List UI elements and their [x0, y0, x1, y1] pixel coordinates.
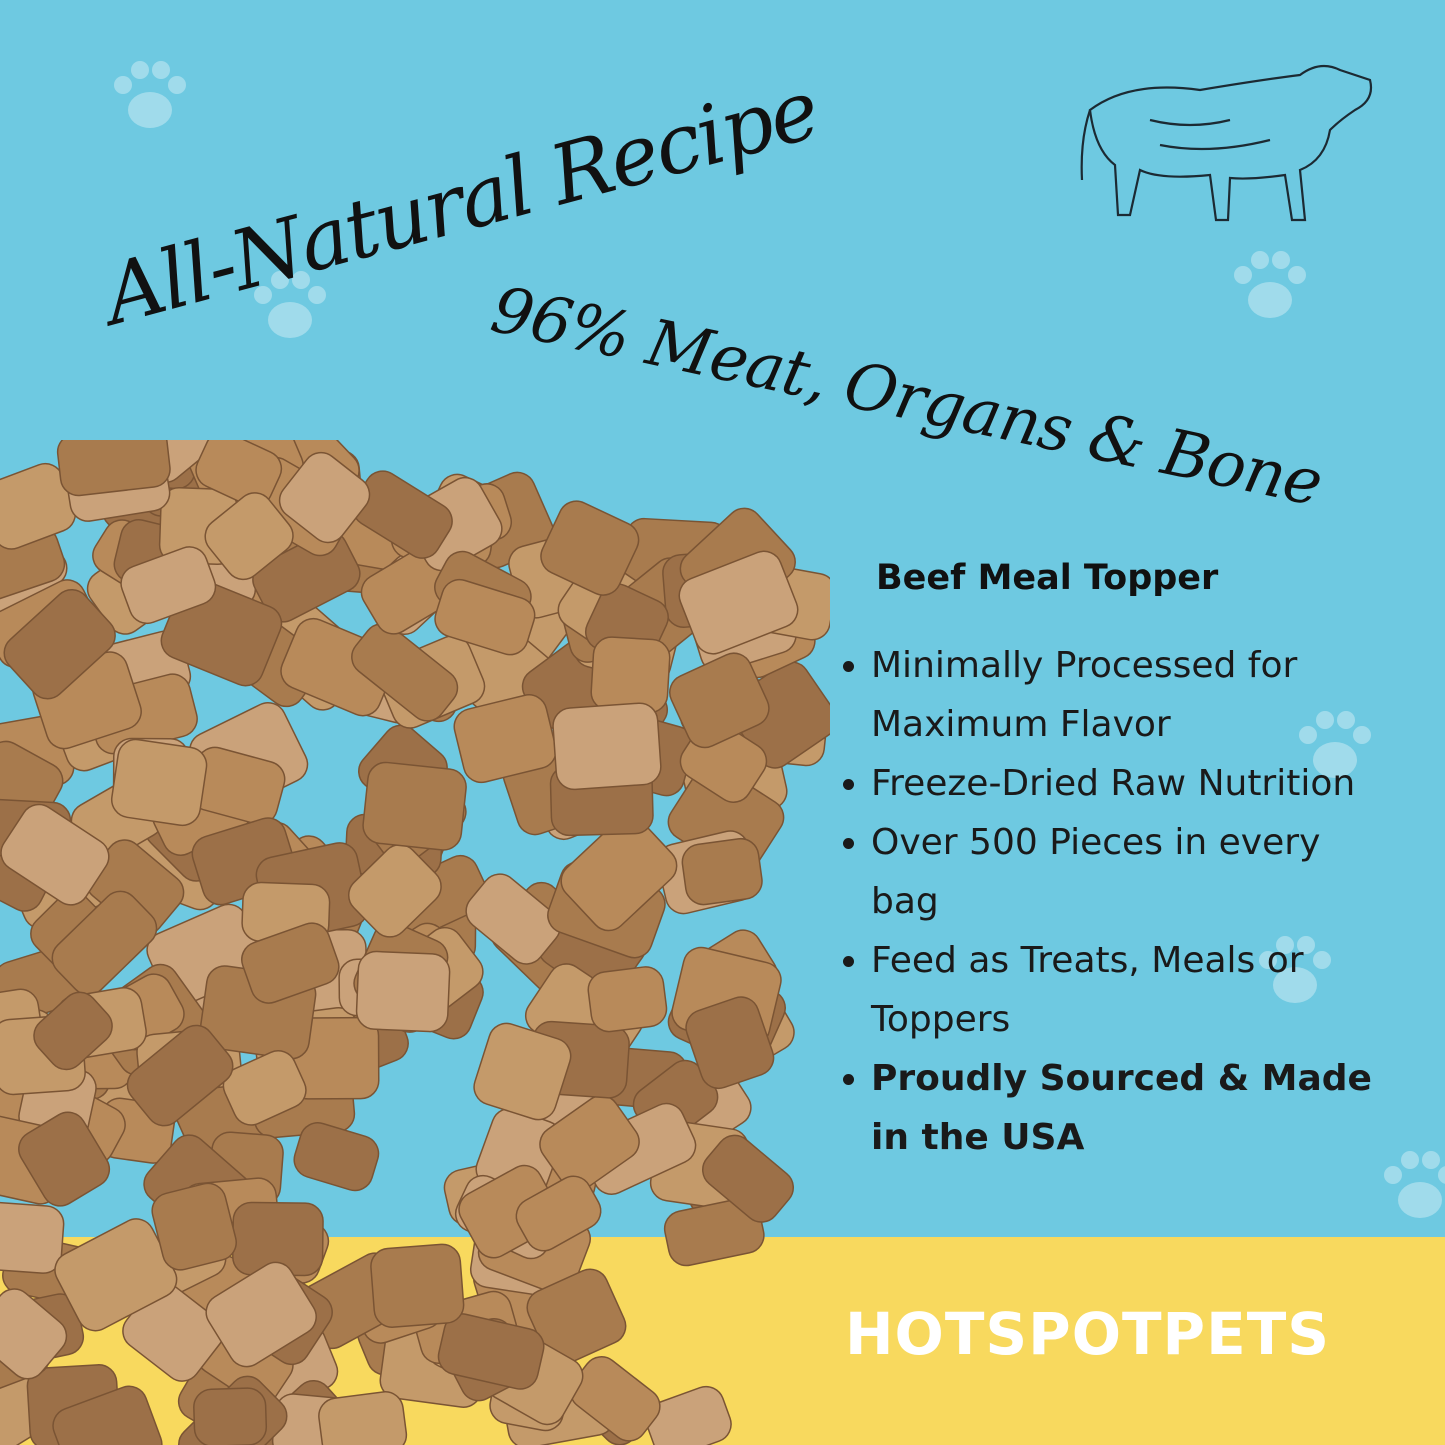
kibble-piece — [193, 1387, 268, 1445]
kibble-piece — [293, 1122, 380, 1192]
headline: All-Natural Recipe — [94, 62, 828, 344]
kibble-piece — [241, 922, 340, 1004]
kibble-piece — [355, 950, 451, 1033]
brand-logo: HOTSPOTPETS — [845, 1300, 1331, 1368]
kibble-piece — [587, 966, 668, 1033]
kibble-piece — [681, 837, 763, 906]
kibble-piece — [539, 1095, 640, 1192]
kibble-piece — [453, 694, 557, 784]
kibble-piece — [18, 1111, 111, 1207]
feature-item: Over 500 Pieces in every bag — [871, 813, 1391, 931]
kibble-piece — [278, 451, 371, 544]
feature-item: Feed as Treats, Meals or Toppers — [871, 931, 1391, 1049]
kibble-piece — [590, 636, 671, 714]
kibble-piece — [669, 652, 770, 749]
feature-item: Freeze-Dried Raw Nutrition — [871, 754, 1391, 813]
kibble-piece — [110, 738, 208, 827]
kibble-piece — [515, 1175, 602, 1252]
paw-print-icon — [114, 61, 186, 128]
kibble-piece — [370, 1243, 465, 1328]
kibble-piece — [560, 815, 678, 932]
kibble-piece — [52, 1385, 163, 1445]
kibble-piece — [351, 623, 459, 722]
paw-print-icon — [254, 271, 326, 338]
kibble-piece — [362, 761, 467, 851]
kibble-piece — [120, 546, 217, 625]
kibble-piece — [252, 530, 361, 623]
kibble-piece — [0, 803, 110, 906]
kibble-piece — [473, 1022, 572, 1121]
kibble-piece — [33, 991, 113, 1071]
kibble-piece — [645, 1385, 732, 1445]
kibble-piece — [437, 1313, 545, 1390]
kibble-piece — [678, 550, 799, 655]
kibble-piece — [347, 844, 442, 938]
kibble-piece — [51, 890, 158, 996]
kibble-piece — [222, 1050, 307, 1126]
kibble-piece — [685, 996, 775, 1090]
kibble-piece — [195, 440, 283, 508]
feature-list: Minimally Processed for Maximum Flavor F… — [835, 636, 1391, 1167]
kibble-piece — [151, 1182, 237, 1271]
kibble-piece — [434, 578, 536, 656]
kibble-piece — [552, 702, 662, 791]
feature-item: Minimally Processed for Maximum Flavor — [871, 636, 1391, 754]
kibble-piece — [0, 1288, 68, 1380]
paw-print-icon — [1299, 711, 1371, 778]
kibble-piece — [540, 500, 640, 596]
kibble-piece — [56, 440, 171, 497]
paw-print-icon — [1384, 1151, 1445, 1218]
kibble-photo — [0, 440, 830, 1445]
kibble-piece — [318, 1391, 408, 1445]
kibble-piece — [0, 1200, 65, 1274]
feature-item: Proudly Sourced & Made in the USA — [871, 1049, 1391, 1167]
kibble-piece — [205, 1261, 317, 1368]
paw-print-icon — [1259, 936, 1331, 1003]
kibble-piece — [465, 873, 561, 965]
product-title: Beef Meal Topper — [876, 558, 1219, 598]
kibble-piece — [3, 588, 116, 700]
kibble-piece — [702, 1134, 795, 1223]
kibble-piece — [126, 1024, 234, 1127]
kibble-piece — [204, 492, 294, 581]
cow-illustration — [1080, 64, 1373, 222]
paw-print-icon — [1234, 251, 1306, 318]
